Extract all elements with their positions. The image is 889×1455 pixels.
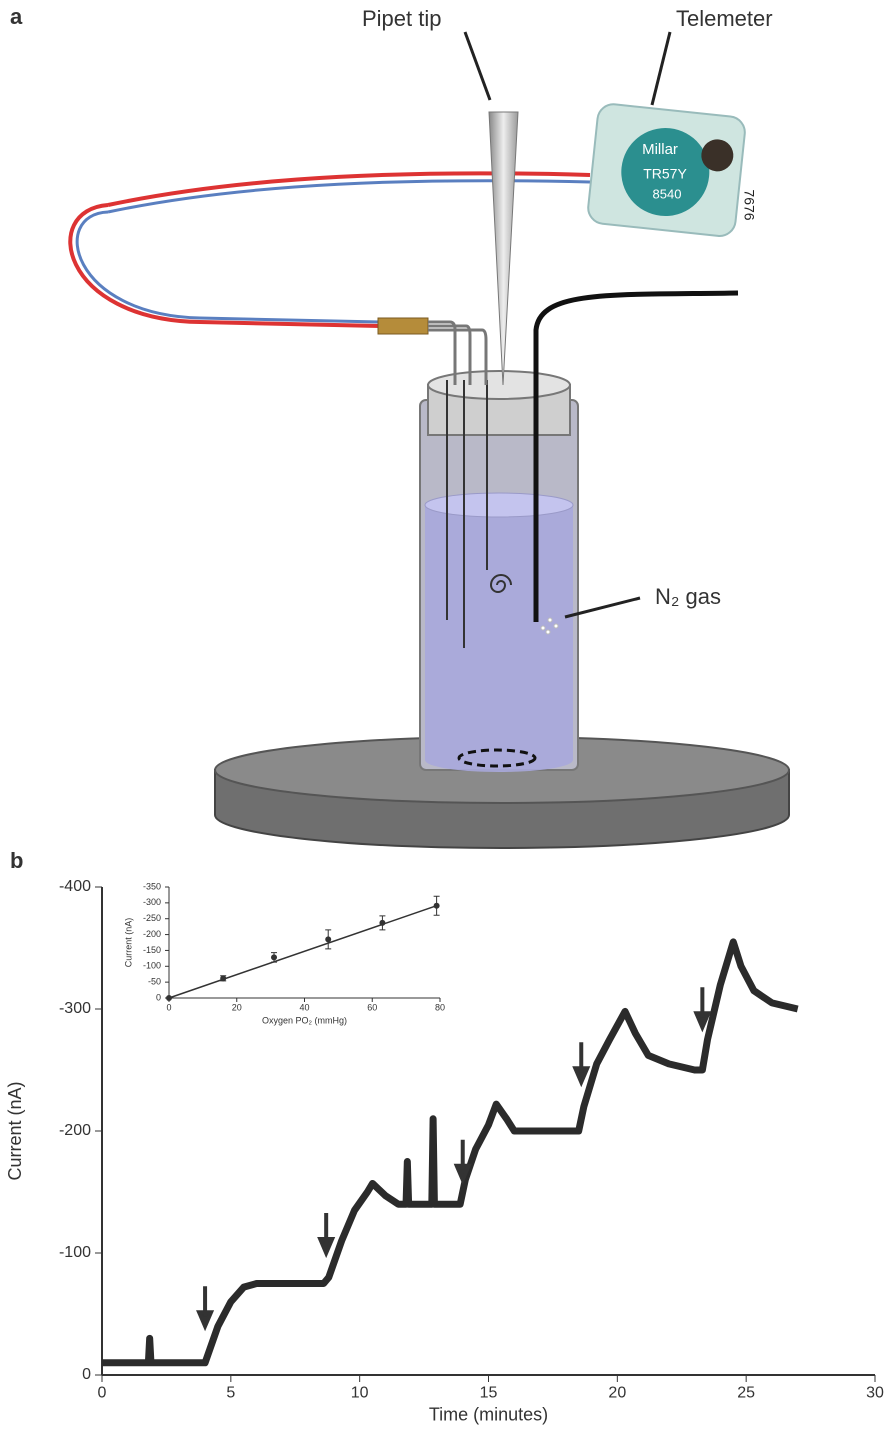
x-tick-label: 0: [98, 1384, 107, 1401]
callout: Pipet tip: [362, 6, 442, 31]
x-axis-label: Oxygen PO₂ (mmHg): [262, 1015, 347, 1025]
x-tick-label: 15: [480, 1384, 498, 1401]
x-tick-label: 20: [608, 1384, 626, 1401]
y-tick-label: -100: [59, 1244, 91, 1261]
callout: Telemeter: [676, 6, 773, 31]
y-tick-label: -150: [143, 945, 161, 955]
arrow: [453, 1139, 472, 1185]
arrow: [317, 1213, 336, 1259]
point: [379, 919, 386, 926]
y-tick-label: -350: [143, 881, 161, 891]
trendline: [168, 905, 437, 999]
device-label: TR57Y: [643, 166, 687, 182]
illustration: [68, 31, 790, 849]
callout: N₂ gas: [655, 584, 721, 609]
y-tick-label: -400: [59, 878, 91, 895]
point: [433, 902, 440, 909]
y-tick-label: 0: [82, 1366, 91, 1383]
y-tick-label: -300: [143, 897, 161, 907]
y-tick-label: -200: [143, 929, 161, 939]
x-tick-label: 25: [737, 1384, 755, 1401]
y-axis-label: Current (nA): [123, 918, 133, 968]
x-tick-label: 40: [299, 1003, 309, 1013]
x-tick-label: 60: [367, 1003, 377, 1013]
x-tick-label: 20: [232, 1003, 242, 1013]
x-tick-label: 5: [226, 1384, 235, 1401]
device-label: Millar: [642, 141, 678, 158]
y-tick-label: -200: [59, 1122, 91, 1139]
arrow: [693, 987, 712, 1033]
device-label: 7676: [741, 189, 757, 220]
trace: [102, 938, 799, 1367]
y-tick-label: -300: [59, 1000, 91, 1017]
point: [271, 954, 278, 961]
x-tick-label: 10: [351, 1384, 369, 1401]
x-tick-label: 80: [435, 1003, 445, 1013]
y-axis-label: Current (nA): [5, 1081, 25, 1180]
y-tick-label: -250: [143, 913, 161, 923]
point: [166, 995, 172, 1001]
point: [220, 975, 227, 982]
x-tick-label: 0: [166, 1003, 171, 1013]
arrow: [196, 1286, 215, 1332]
point: [325, 936, 332, 943]
y-tick-label: -50: [148, 977, 161, 987]
arrow: [572, 1042, 591, 1088]
y-tick-label: -100: [143, 961, 161, 971]
device-label: 8540: [653, 186, 682, 201]
panel-label: b: [10, 848, 23, 873]
panel-label: a: [10, 4, 23, 29]
y-tick-label: 0: [156, 992, 161, 1002]
x-axis-label: Time (minutes): [429, 1404, 548, 1424]
x-tick-label: 30: [866, 1384, 884, 1401]
